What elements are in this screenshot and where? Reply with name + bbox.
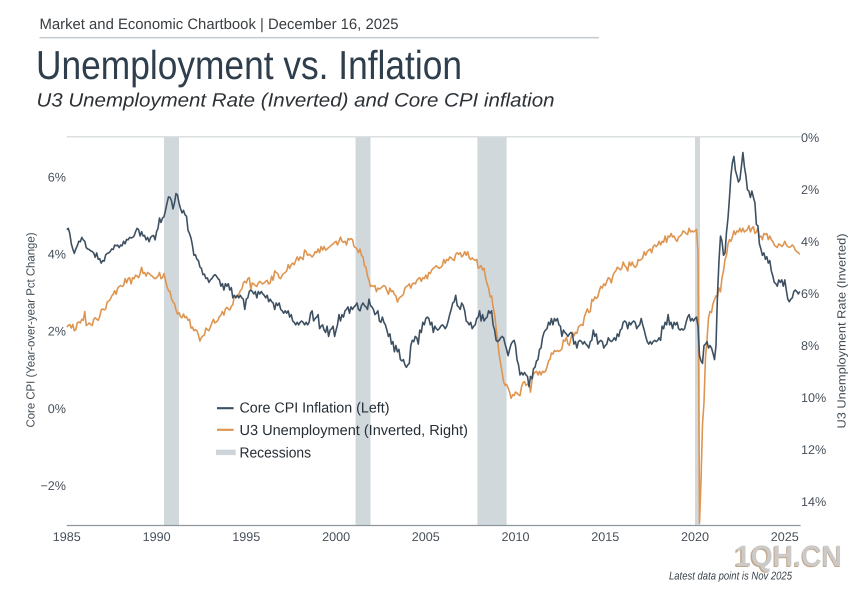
svg-text:2%: 2% [48,325,66,339]
svg-text:1985: 1985 [53,530,81,544]
svg-text:2010: 2010 [501,530,529,544]
svg-text:2005: 2005 [412,530,440,544]
svg-text:Recessions: Recessions [240,446,312,462]
svg-text:6%: 6% [801,287,819,301]
svg-text:2000: 2000 [322,530,350,544]
svg-text:Market and Economic Chartbook: Market and Economic Chartbook | December… [40,16,399,33]
svg-text:U3 Unemployment Rate (Inverted: U3 Unemployment Rate (Inverted) [835,233,849,428]
svg-text:1995: 1995 [232,530,260,544]
svg-text:1QH.CN: 1QH.CN [734,541,842,574]
svg-text:0%: 0% [801,131,819,145]
svg-text:6%: 6% [48,170,66,184]
svg-text:U3 Unemployment Rate (Inverted: U3 Unemployment Rate (Inverted) and Core… [37,90,555,111]
svg-text:10%: 10% [801,391,826,405]
svg-text:14%: 14% [801,495,826,509]
svg-text:2015: 2015 [591,530,619,544]
svg-text:Core CPI Inflation (Left): Core CPI Inflation (Left) [240,401,390,417]
svg-text:U3 Unemployment (Inverted, Rig: U3 Unemployment (Inverted, Right) [240,423,469,439]
svg-text:0%: 0% [48,402,66,416]
svg-text:1QH.CN: 1QH.CN [735,540,842,573]
svg-text:4%: 4% [48,248,66,262]
svg-text:2%: 2% [801,183,819,197]
svg-text:Unemployment vs. Inflation: Unemployment vs. Inflation [36,42,462,88]
svg-text:8%: 8% [801,339,819,353]
svg-text:4%: 4% [801,235,819,249]
svg-text:Latest data point is Nov 2025: Latest data point is Nov 2025 [669,571,793,583]
svg-text:Core CPI (Year-over-year Pct C: Core CPI (Year-over-year Pct Change) [24,232,38,427]
svg-text:−2%: −2% [40,479,66,493]
svg-text:1990: 1990 [143,530,171,544]
svg-text:2020: 2020 [681,530,709,544]
svg-text:2025: 2025 [771,530,799,544]
svg-text:12%: 12% [801,443,826,457]
